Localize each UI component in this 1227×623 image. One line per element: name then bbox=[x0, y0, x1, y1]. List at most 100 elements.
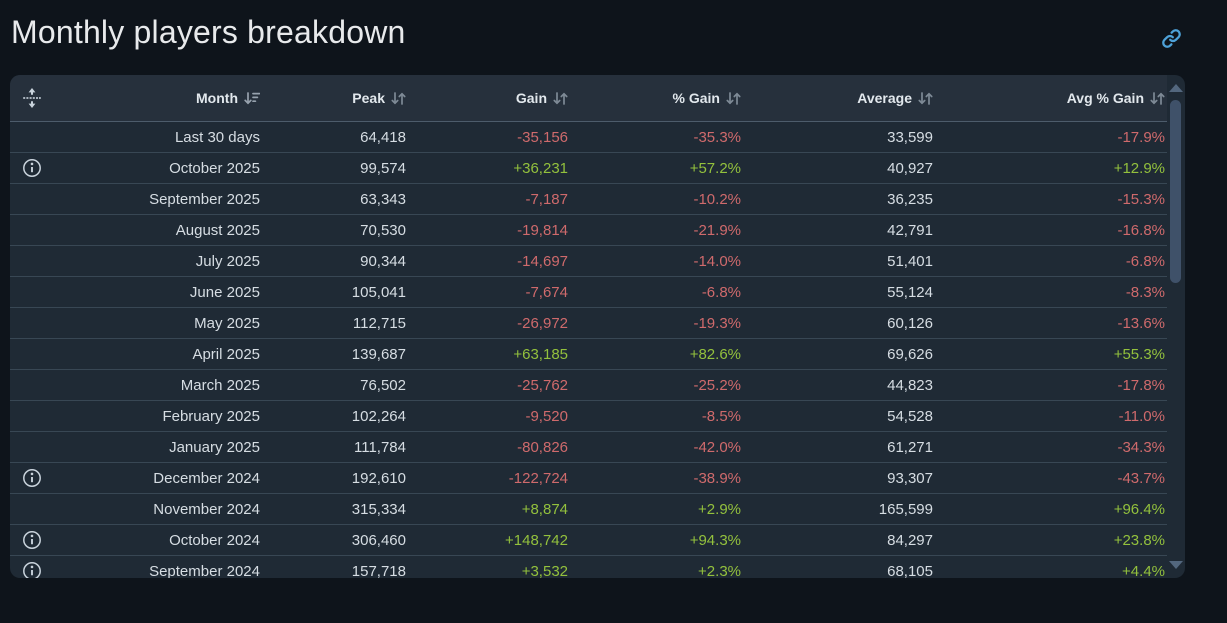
peak-cell: 102,264 bbox=[351, 407, 406, 425]
avg-pct-gain-cell: +55.3% bbox=[1113, 345, 1165, 363]
page-title: Monthly players breakdown bbox=[11, 14, 406, 50]
table-header-row: Month Peak Gain bbox=[10, 75, 1167, 122]
average-cell: 42,791 bbox=[887, 221, 933, 239]
column-label-gain: Gain bbox=[515, 90, 547, 106]
gain-cell: -122,724 bbox=[508, 469, 568, 487]
peak-cell: 192,610 bbox=[351, 469, 406, 487]
table-row: August 2025 70,530 -19,814 -21.9% 42,791… bbox=[10, 215, 1167, 246]
gain-cell: -26,972 bbox=[517, 314, 568, 332]
average-cell: 55,124 bbox=[887, 283, 933, 301]
table-row: May 2025 112,715 -26,972 -19.3% 60,126 -… bbox=[10, 308, 1167, 339]
column-label-avg-pct-gain: Avg % Gain bbox=[1066, 90, 1144, 106]
gain-cell: -25,762 bbox=[517, 376, 568, 394]
average-cell: 40,927 bbox=[887, 159, 933, 177]
gain-cell: +8,874 bbox=[521, 500, 568, 518]
avg-pct-gain-cell: -43.7% bbox=[1117, 469, 1165, 487]
pct-gain-cell: +57.2% bbox=[689, 159, 741, 177]
average-cell: 54,528 bbox=[887, 407, 933, 425]
pct-gain-cell: -10.2% bbox=[693, 190, 741, 208]
avg-pct-gain-cell: -8.3% bbox=[1125, 283, 1165, 301]
peak-cell: 157,718 bbox=[351, 562, 406, 579]
pct-gain-cell: -42.0% bbox=[693, 438, 741, 456]
pct-gain-cell: -38.9% bbox=[693, 469, 741, 487]
avg-pct-gain-cell: +96.4% bbox=[1113, 500, 1165, 518]
column-header-peak[interactable]: Peak bbox=[260, 90, 406, 106]
sort-both-icon bbox=[918, 91, 933, 105]
pct-gain-cell: +2.9% bbox=[698, 500, 741, 518]
column-label-pct-gain: % Gain bbox=[672, 90, 720, 106]
column-header-pct-gain[interactable]: % Gain bbox=[568, 90, 741, 106]
sort-both-icon bbox=[553, 91, 568, 105]
peak-cell: 306,460 bbox=[351, 531, 406, 549]
info-icon[interactable] bbox=[22, 530, 42, 550]
table-row: Last 30 days 64,418 -35,156 -35.3% 33,59… bbox=[10, 122, 1167, 153]
month-cell: March 2025 bbox=[180, 376, 260, 394]
gain-cell: -19,814 bbox=[517, 221, 568, 239]
players-table-card: Month Peak Gain bbox=[10, 75, 1185, 578]
column-header-average[interactable]: Average bbox=[741, 90, 933, 106]
column-header-gain[interactable]: Gain bbox=[406, 90, 568, 106]
month-cell: September 2024 bbox=[149, 562, 260, 579]
peak-cell: 315,334 bbox=[351, 500, 406, 518]
month-cell: January 2025 bbox=[169, 438, 260, 456]
peak-cell: 105,041 bbox=[351, 283, 406, 301]
gain-cell: +3,532 bbox=[521, 562, 568, 579]
avg-pct-gain-cell: -13.6% bbox=[1117, 314, 1165, 332]
column-header-month[interactable]: Month bbox=[54, 90, 260, 106]
gain-cell: +36,231 bbox=[513, 159, 568, 177]
month-cell: November 2024 bbox=[153, 500, 260, 518]
scrollbar-thumb[interactable] bbox=[1170, 100, 1181, 283]
pct-gain-cell: -14.0% bbox=[693, 252, 741, 270]
average-cell: 68,105 bbox=[887, 562, 933, 579]
gain-cell: -14,697 bbox=[517, 252, 568, 270]
month-cell: October 2024 bbox=[169, 531, 260, 549]
peak-cell: 76,502 bbox=[360, 376, 406, 394]
month-cell: February 2025 bbox=[162, 407, 260, 425]
avg-pct-gain-cell: -16.8% bbox=[1117, 221, 1165, 239]
pct-gain-cell: -25.2% bbox=[693, 376, 741, 394]
drag-handle-icon[interactable] bbox=[10, 88, 54, 108]
month-cell: September 2025 bbox=[149, 190, 260, 208]
average-cell: 60,126 bbox=[887, 314, 933, 332]
gain-cell: -7,674 bbox=[525, 283, 568, 301]
average-cell: 93,307 bbox=[887, 469, 933, 487]
pct-gain-cell: -6.8% bbox=[701, 283, 741, 301]
peak-cell: 63,343 bbox=[360, 190, 406, 208]
table-scrollbar[interactable] bbox=[1169, 75, 1183, 578]
gain-cell: -35,156 bbox=[517, 128, 568, 146]
avg-pct-gain-cell: +23.8% bbox=[1113, 531, 1165, 549]
gain-cell: +148,742 bbox=[505, 531, 568, 549]
sort-descending-icon bbox=[244, 91, 260, 105]
info-icon[interactable] bbox=[22, 561, 42, 578]
column-header-avg-pct-gain[interactable]: Avg % Gain bbox=[933, 90, 1165, 106]
avg-pct-gain-cell: -17.9% bbox=[1117, 128, 1165, 146]
gain-cell: -7,187 bbox=[525, 190, 568, 208]
average-cell: 36,235 bbox=[887, 190, 933, 208]
month-cell: October 2025 bbox=[169, 159, 260, 177]
avg-pct-gain-cell: -34.3% bbox=[1117, 438, 1165, 456]
peak-cell: 64,418 bbox=[360, 128, 406, 146]
peak-cell: 90,344 bbox=[360, 252, 406, 270]
pct-gain-cell: -19.3% bbox=[693, 314, 741, 332]
permalink-link-icon[interactable] bbox=[1161, 28, 1182, 49]
scrollbar-down-arrow-icon[interactable] bbox=[1169, 561, 1183, 569]
month-cell: June 2025 bbox=[189, 283, 260, 301]
pct-gain-cell: -21.9% bbox=[693, 221, 741, 239]
table-row: December 2024 192,610 -122,724 -38.9% 93… bbox=[10, 463, 1167, 494]
month-cell: July 2025 bbox=[195, 252, 260, 270]
info-icon[interactable] bbox=[22, 468, 42, 488]
table-row: September 2024 157,718 +3,532 +2.3% 68,1… bbox=[10, 556, 1167, 578]
month-cell: December 2024 bbox=[153, 469, 260, 487]
peak-cell: 112,715 bbox=[352, 314, 406, 332]
gain-cell: +63,185 bbox=[513, 345, 568, 363]
table-row: January 2025 111,784 -80,826 -42.0% 61,2… bbox=[10, 432, 1167, 463]
info-icon[interactable] bbox=[22, 158, 42, 178]
average-cell: 33,599 bbox=[887, 128, 933, 146]
peak-cell: 70,530 bbox=[360, 221, 406, 239]
scrollbar-up-arrow-icon[interactable] bbox=[1169, 84, 1183, 92]
table-body: Last 30 days 64,418 -35,156 -35.3% 33,59… bbox=[10, 122, 1167, 578]
month-cell: May 2025 bbox=[194, 314, 260, 332]
month-cell: Last 30 days bbox=[174, 128, 260, 146]
column-label-month: Month bbox=[196, 90, 238, 106]
avg-pct-gain-cell: -6.8% bbox=[1125, 252, 1165, 270]
